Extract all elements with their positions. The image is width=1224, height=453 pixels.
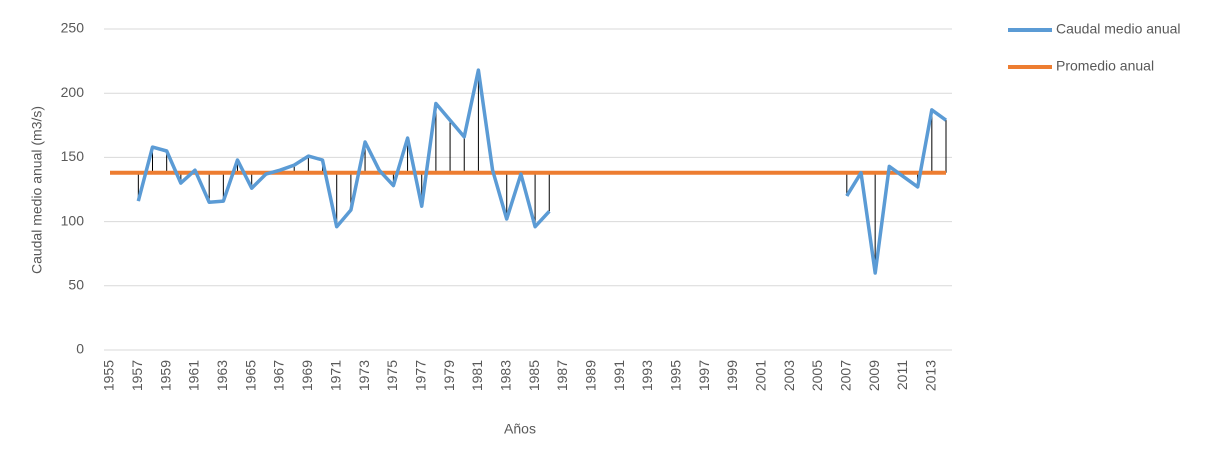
- x-tick-label: 1981: [469, 360, 485, 391]
- x-tick-label: 2001: [752, 360, 768, 391]
- y-tick-label: 50: [68, 277, 84, 293]
- x-tick-label: 1997: [696, 360, 712, 391]
- x-tick-label: 1987: [554, 360, 570, 391]
- y-axis-label: Caudal medio anual (m3/s): [29, 106, 45, 274]
- x-axis-label: Años: [504, 421, 536, 437]
- y-tick-label: 0: [76, 341, 84, 357]
- x-tick-label: 1965: [242, 360, 258, 391]
- x-tick-label: 2013: [923, 360, 939, 391]
- x-tick-label: 2003: [781, 360, 797, 391]
- x-tick-label: 1971: [327, 360, 343, 391]
- y-tick-label: 100: [61, 212, 85, 228]
- x-tick-label: 1995: [667, 360, 683, 391]
- x-tick-label: 1957: [129, 360, 145, 391]
- y-tick-label: 200: [61, 84, 85, 100]
- x-tick-label: 1963: [214, 360, 230, 391]
- y-tick-label: 150: [61, 148, 85, 164]
- x-tick-label: 1993: [639, 360, 655, 391]
- x-tick-label: 2009: [866, 360, 882, 391]
- x-tick-label: 1955: [101, 360, 117, 391]
- x-tick-label: 1985: [526, 360, 542, 391]
- x-tick-label: 1973: [356, 360, 372, 391]
- x-tick-label: 1977: [412, 360, 428, 391]
- x-tick-label: 1961: [186, 360, 202, 391]
- x-tick-label: 1991: [611, 360, 627, 391]
- legend-label: Caudal medio anual: [1056, 21, 1181, 37]
- x-tick-label: 1979: [441, 360, 457, 391]
- x-tick-label: 1989: [582, 360, 598, 391]
- x-tick-label: 1983: [497, 360, 513, 391]
- series-line: [136, 68, 948, 275]
- x-tick-label: 1975: [384, 360, 400, 391]
- x-tick-label: 1969: [299, 360, 315, 391]
- x-tick-label: 2011: [894, 360, 910, 390]
- x-tick-label: 2005: [809, 360, 825, 391]
- y-tick-label: 250: [61, 20, 85, 36]
- legend-label: Promedio anual: [1056, 58, 1154, 74]
- x-tick-label: 1959: [157, 360, 173, 391]
- x-tick-label: 2007: [838, 360, 854, 391]
- x-tick-label: 1999: [724, 360, 740, 391]
- x-tick-label: 1967: [271, 360, 287, 391]
